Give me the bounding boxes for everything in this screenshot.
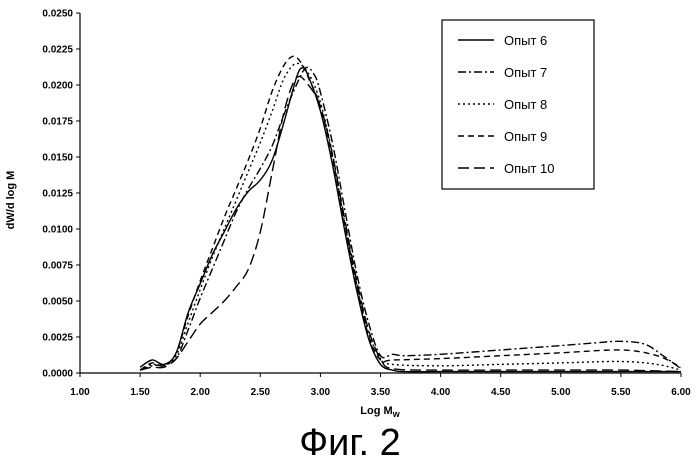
x-tick-label: 4.50 <box>491 387 511 398</box>
x-tick-label: 1.50 <box>130 387 150 398</box>
y-tick-label: 0.0250 <box>42 9 73 20</box>
figure-caption: Фиг. 2 <box>0 422 700 465</box>
series-line <box>140 56 681 370</box>
y-tick-label: 0.0100 <box>42 225 73 236</box>
y-tick-label: 0.0075 <box>42 261 73 272</box>
y-tick-label: 0.0025 <box>42 333 73 344</box>
x-tick-label: 2.00 <box>190 387 210 398</box>
x-tick-label: 6.00 <box>671 387 691 398</box>
legend-label: Опыт 10 <box>504 161 555 176</box>
y-tick-label: 0.0050 <box>42 297 73 308</box>
x-axis-label-main: Log M <box>360 405 392 417</box>
x-axis-ticks: 1.00 1.50 2.00 2.50 3.00 3.50 4.00 4.50 5.00 5.50… <box>70 373 691 398</box>
series-line <box>140 67 681 370</box>
legend-label: Опыт 9 <box>504 129 547 144</box>
legend-label: Опыт 8 <box>504 97 547 112</box>
x-axis-label-subscript: w <box>392 409 401 419</box>
y-tick-label: 0.0000 <box>42 369 73 380</box>
y-axis-ticks: 0.0000 0.0025 0.0050 0.0075 0.0100 0.0125 0.01… <box>42 9 80 380</box>
y-tick-label: 0.0125 <box>42 189 73 200</box>
x-tick-label: 2.50 <box>251 387 271 398</box>
y-axis-label: dW/d log M <box>5 171 17 230</box>
y-tick-label: 0.0175 <box>42 117 73 128</box>
legend-label: Опыт 7 <box>504 65 547 80</box>
legend: Опыт 6 Опыт 7 Опыт 8 Опыт 9 Опыт 10 <box>442 20 594 189</box>
x-tick-label: 5.50 <box>611 387 631 398</box>
y-tick-label: 0.0225 <box>42 45 73 56</box>
series-layer <box>140 56 681 371</box>
y-tick-label: 0.0150 <box>42 153 73 164</box>
x-tick-label: 4.00 <box>431 387 451 398</box>
series-line <box>140 63 681 370</box>
x-tick-label: 5.00 <box>551 387 571 398</box>
x-tick-label: 3.00 <box>311 387 331 398</box>
x-axis-label: Log Mw <box>360 405 400 419</box>
x-tick-label: 3.50 <box>371 387 391 398</box>
y-tick-label: 0.0200 <box>42 81 73 92</box>
series-line <box>140 68 681 372</box>
legend-label: Опыт 6 <box>504 33 547 48</box>
x-tick-label: 1.00 <box>70 387 90 398</box>
